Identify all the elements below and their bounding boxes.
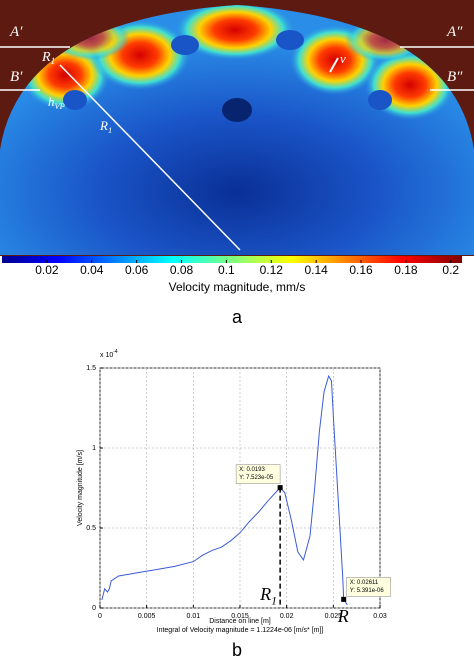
annotation: R1: [99, 118, 112, 135]
annotation: hVP: [48, 94, 65, 111]
annotation: R1: [41, 50, 55, 66]
annotation: A′: [9, 24, 23, 40]
annotation: R: [337, 606, 349, 626]
datatip-y: Y: 5.391e-06: [350, 588, 385, 594]
colorbar: [2, 256, 462, 263]
panel-label: b: [232, 640, 242, 660]
datatip-y: Y: 7.523e-05: [239, 475, 274, 481]
y-multiplier-text: x 10: [100, 352, 113, 359]
colorbar-tick-label: 0.04: [80, 263, 104, 277]
y-tick-label: 0.5: [86, 525, 96, 532]
panel-label: a: [232, 307, 243, 327]
colorbar-tick-label: 0.18: [394, 263, 418, 277]
datatip-box: [346, 577, 391, 597]
data-line: [101, 374, 348, 606]
y-axis-label: Velocity magnitude [m/s]: [77, 450, 84, 526]
y-tick-label: 1.5: [86, 365, 96, 372]
datatip-box: [235, 464, 281, 484]
datatip-x: X: 0.02611: [350, 580, 379, 586]
note: Integral of Velocity magnitude = 1.1224e…: [157, 627, 324, 634]
annotation: B″: [447, 69, 463, 85]
annotation: B′: [10, 69, 23, 85]
colorbar-tick-label: 0.2: [442, 263, 459, 277]
datatip-x: X: 0.0193: [239, 467, 265, 473]
annotation-text: R: [41, 50, 51, 65]
annotation-sub: 1: [108, 125, 112, 135]
y-tick-label: 0: [92, 605, 96, 612]
colorbar-label: Velocity magnitude, mm/s: [169, 280, 306, 294]
annotation-text: B′: [10, 69, 23, 85]
datatip-marker: [277, 485, 283, 491]
annotation: R1: [259, 584, 277, 607]
x-tick-label: 0.03: [373, 613, 387, 620]
annotation-sub: VP: [55, 101, 65, 111]
annotation-text: R: [337, 606, 349, 626]
y-multiplier-exp: -4: [113, 349, 118, 355]
y-tick-label: 1: [92, 445, 96, 452]
y-multiplier: x 10-4: [100, 349, 118, 359]
colorbar-tick-label: 0.02: [35, 263, 59, 277]
annotation-sub: 1: [51, 56, 56, 66]
x-tick-label: 0: [98, 613, 102, 620]
annotation-text: A′: [9, 24, 23, 40]
profile-line: [59, 64, 241, 251]
annotation-text: v: [340, 51, 346, 66]
colorbar-tick-label: 0.14: [304, 263, 328, 277]
annotation-sub: 1: [271, 594, 277, 607]
x-axis-label: Distance on line [m]: [209, 618, 271, 625]
annotation: v: [340, 51, 346, 66]
datatip-marker: [341, 596, 347, 602]
annotation-text: R: [99, 118, 108, 133]
colorbar-tick-label: 0.16: [349, 263, 373, 277]
x-tick-label: 0.02: [280, 613, 294, 620]
annotation-text: R: [259, 584, 271, 604]
annotation-text: h: [48, 94, 55, 109]
colorbar-tick-label: 0.12: [260, 263, 284, 277]
annotation: A″: [446, 24, 463, 40]
colorbar-tick-label: 0.1: [218, 263, 235, 277]
colorbar-tick-label: 0.06: [125, 263, 149, 277]
x-tick-label: 0.01: [187, 613, 201, 620]
x-tick-label: 0.005: [138, 613, 156, 620]
annotation-text: A″: [446, 24, 463, 40]
x-tick-label: 0.015: [231, 613, 249, 620]
colorbar-tick-label: 0.08: [170, 263, 194, 277]
x-tick-label: 0.025: [325, 613, 343, 620]
velocity-arrow: [329, 57, 339, 73]
annotation-text: B″: [447, 69, 463, 85]
